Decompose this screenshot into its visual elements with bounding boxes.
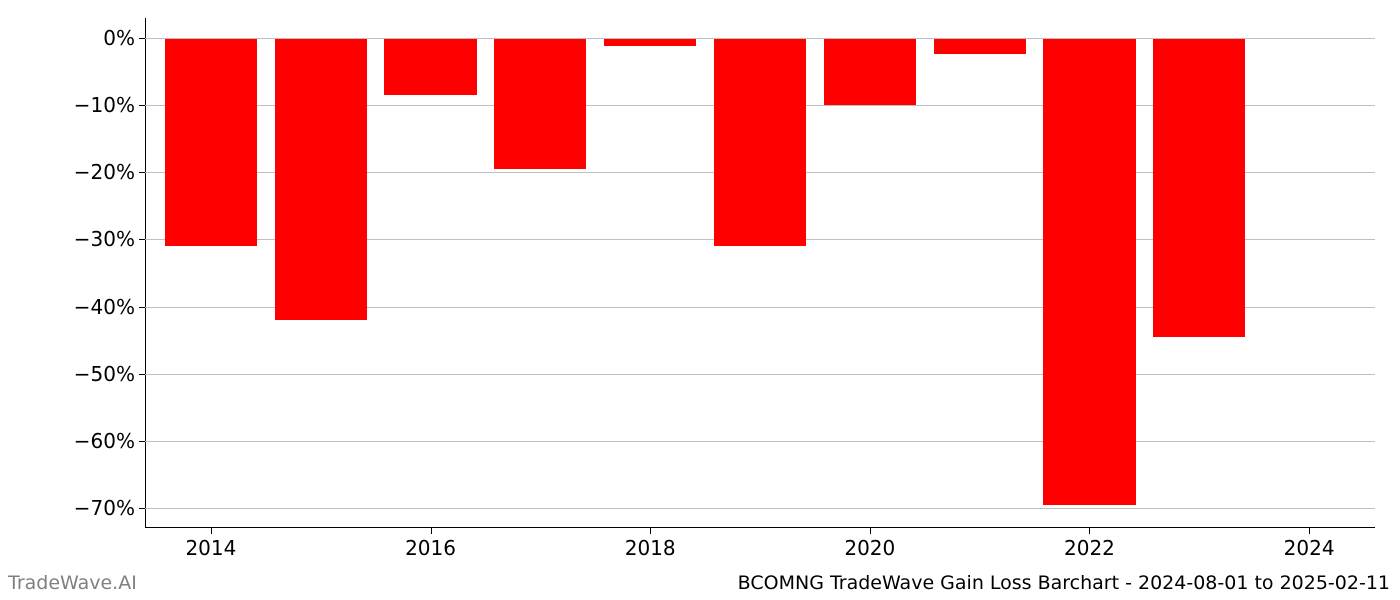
- bar: [934, 38, 1026, 53]
- gridline: [145, 441, 1375, 442]
- ytick-label: −50%: [74, 362, 145, 386]
- y-axis-spine: [145, 18, 146, 528]
- chart-caption: BCOMNG TradeWave Gain Loss Barchart - 20…: [738, 572, 1390, 594]
- xtick-label: 2022: [1064, 528, 1115, 560]
- bar: [494, 38, 586, 169]
- gridline: [145, 374, 1375, 375]
- zero-line: [145, 38, 1375, 39]
- gridline: [145, 508, 1375, 509]
- ytick-label: −30%: [74, 227, 145, 251]
- bar: [165, 38, 257, 246]
- bar: [384, 38, 476, 95]
- bar: [714, 38, 806, 246]
- ytick-label: −70%: [74, 496, 145, 520]
- ytick-label: −60%: [74, 429, 145, 453]
- xtick-label: 2024: [1284, 528, 1335, 560]
- ytick-label: −40%: [74, 295, 145, 319]
- bar: [1153, 38, 1245, 337]
- ytick-label: −10%: [74, 93, 145, 117]
- gain-loss-barchart: 0% −10% −20% −30% −40% −50% −60% −70% 2014 2016 20…: [0, 0, 1400, 600]
- brand-watermark: TradeWave.AI: [8, 572, 137, 594]
- plot-area: 0%−10%−20%−30%−40%−50%−60%−70%2014201620…: [145, 18, 1375, 528]
- bar: [1043, 38, 1135, 504]
- bar: [275, 38, 367, 320]
- ytick-label: −20%: [74, 160, 145, 184]
- x-axis-spine: [145, 527, 1375, 528]
- bar: [824, 38, 916, 105]
- xtick-label: 2020: [844, 528, 895, 560]
- xtick-label: 2014: [185, 528, 236, 560]
- xtick-label: 2016: [405, 528, 456, 560]
- xtick-label: 2018: [625, 528, 676, 560]
- ytick-label: 0%: [103, 26, 145, 50]
- bar: [604, 38, 696, 46]
